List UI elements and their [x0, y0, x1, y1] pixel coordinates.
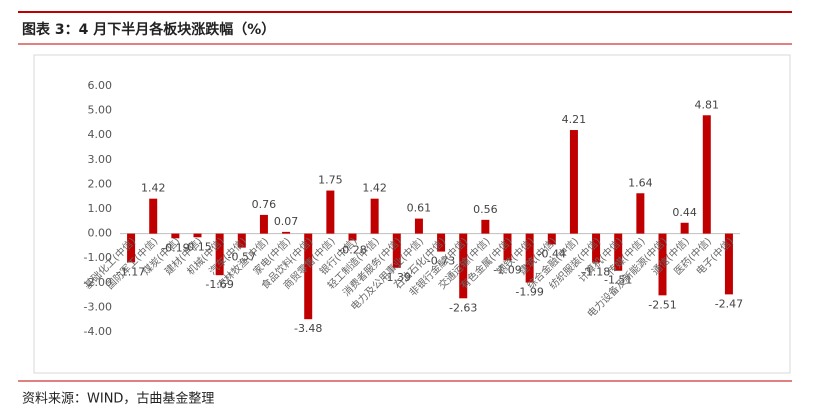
- bar: [237, 233, 246, 248]
- bar: [348, 233, 357, 241]
- bar: [259, 214, 268, 234]
- title: 图表 3：4 月下半月各板块涨跌幅（%）: [22, 21, 275, 38]
- y-tick-label: 6.00: [88, 79, 113, 92]
- bar: [636, 193, 645, 234]
- data-label: 4.81: [695, 98, 720, 111]
- data-label: 1.64: [628, 176, 653, 189]
- bar: [193, 233, 202, 238]
- bar: [569, 130, 578, 234]
- y-tick-label: -2.00: [84, 276, 112, 289]
- bar: [658, 233, 667, 296]
- data-label: -0.19: [161, 241, 189, 254]
- y-tick-label: 3.00: [88, 153, 113, 166]
- data-label: -1.17: [117, 265, 145, 278]
- data-label: -3.48: [294, 322, 322, 335]
- data-label: 0.44: [672, 206, 697, 219]
- data-label: -1.69: [205, 278, 233, 291]
- y-tick-label: -3.00: [84, 300, 112, 313]
- y-tick-label: -4.00: [84, 325, 112, 338]
- bar: [304, 233, 313, 320]
- bar: [481, 219, 490, 234]
- bar: [149, 198, 158, 234]
- data-label: -1.51: [604, 274, 632, 287]
- bar: [437, 233, 446, 252]
- y-tick-label: -1.00: [84, 251, 112, 264]
- data-label: -0.73: [427, 255, 455, 268]
- bar: [414, 218, 423, 234]
- y-tick-label: 4.00: [88, 128, 113, 141]
- bar: [459, 233, 468, 299]
- data-label: -0.44: [538, 247, 566, 260]
- bar: [680, 222, 689, 234]
- data-label: -2.47: [715, 297, 743, 310]
- y-tick-label: 1.00: [88, 202, 113, 215]
- data-label: 4.21: [562, 113, 587, 126]
- data-label: -1.09: [493, 263, 521, 276]
- data-label: -2.63: [449, 301, 477, 314]
- data-label: -1.99: [515, 286, 543, 299]
- data-label: 1.42: [362, 182, 387, 195]
- data-label: 0.07: [274, 215, 299, 228]
- y-tick-label: 5.00: [88, 104, 113, 117]
- data-label: 0.76: [252, 198, 277, 211]
- bar: [282, 231, 291, 234]
- bar: [525, 233, 534, 283]
- data-label: 0.56: [473, 203, 498, 216]
- bar: [503, 233, 512, 261]
- bar: [724, 233, 733, 295]
- chart-frame: [33, 54, 791, 374]
- bar: [127, 233, 136, 263]
- bar: [392, 233, 401, 268]
- bar: [171, 233, 180, 239]
- data-label: -0.15: [183, 240, 211, 253]
- data-label: -2.51: [648, 298, 676, 311]
- source: 资料来源：WIND，古曲基金整理: [22, 391, 214, 407]
- data-label: -1.18: [582, 266, 610, 279]
- bar: [702, 115, 711, 234]
- data-label: 1.42: [141, 182, 166, 195]
- data-label: -1.39: [383, 271, 411, 284]
- y-tick-label: 2.00: [88, 177, 113, 190]
- bar: [547, 233, 556, 245]
- data-label: 1.75: [318, 174, 343, 187]
- data-label: -0.28: [338, 243, 366, 256]
- data-label: -0.57: [228, 251, 256, 264]
- bar: [215, 233, 224, 276]
- bar: [370, 198, 379, 234]
- y-tick-label: 0.00: [88, 227, 113, 240]
- data-label: 0.61: [407, 202, 432, 215]
- bar: [614, 233, 623, 271]
- bar: [592, 233, 601, 263]
- bar: [326, 190, 335, 234]
